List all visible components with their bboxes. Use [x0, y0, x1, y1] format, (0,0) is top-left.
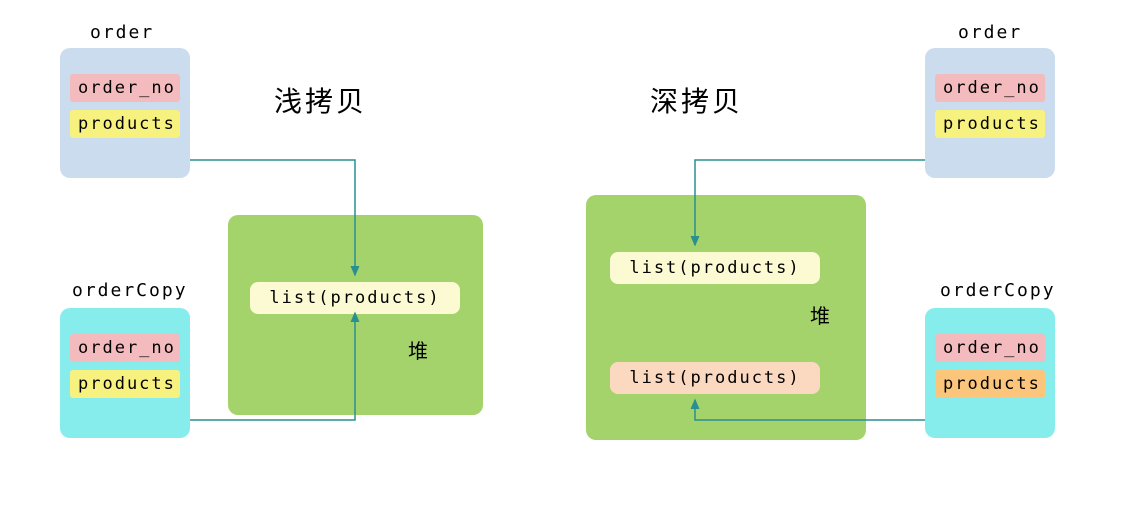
- shallow-ordercopy-box: order_no products: [60, 308, 190, 438]
- deep-ordercopy-box: order_no products: [925, 308, 1055, 438]
- shallow-heap-label: 堆: [408, 335, 428, 364]
- deep-list-products-2: list(products): [610, 362, 820, 394]
- shallow-list-products: list(products): [250, 282, 460, 314]
- diagram-canvas: 浅拷贝 深拷贝 order order_no products orderCop…: [0, 0, 1127, 515]
- shallow-copy-title: 浅拷贝: [274, 80, 367, 120]
- shallow-ordercopy-orderno: order_no: [70, 334, 180, 362]
- shallow-order-label: order: [90, 22, 154, 43]
- deep-heap-label: 堆: [810, 300, 830, 329]
- deep-ordercopy-products: products: [935, 370, 1045, 398]
- deep-order-orderno: order_no: [935, 74, 1045, 102]
- shallow-order-products: products: [70, 110, 180, 138]
- shallow-order-box: order_no products: [60, 48, 190, 178]
- shallow-order-orderno: order_no: [70, 74, 180, 102]
- shallow-ordercopy-products: products: [70, 370, 180, 398]
- deep-ordercopy-orderno: order_no: [935, 334, 1045, 362]
- deep-copy-title: 深拷贝: [650, 80, 743, 120]
- shallow-ordercopy-label: orderCopy: [72, 280, 188, 301]
- shallow-heap-box: [228, 215, 483, 415]
- deep-order-box: order_no products: [925, 48, 1055, 178]
- deep-list-products-1: list(products): [610, 252, 820, 284]
- deep-order-products: products: [935, 110, 1045, 138]
- deep-order-label: order: [958, 22, 1022, 43]
- deep-ordercopy-label: orderCopy: [940, 280, 1056, 301]
